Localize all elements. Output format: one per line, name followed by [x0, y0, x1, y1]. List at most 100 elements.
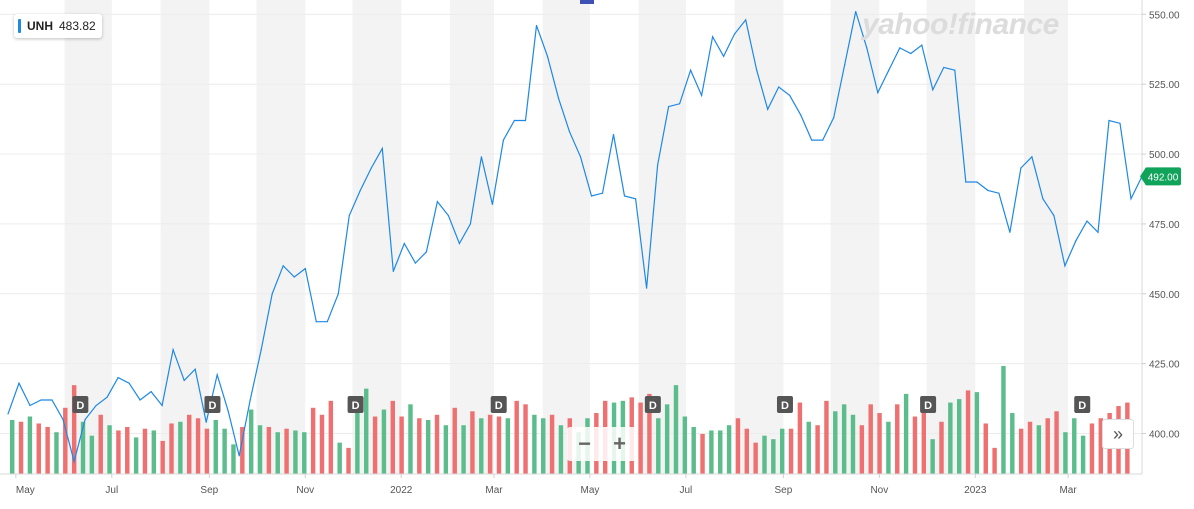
- price-point: [403, 242, 405, 245]
- price-point: [1097, 231, 1099, 233]
- x-tick-label: 2022: [390, 485, 413, 496]
- x-tick-label: Nov: [870, 485, 888, 496]
- dividend-label: D: [208, 400, 216, 412]
- price-point: [161, 404, 163, 407]
- price-point: [447, 214, 449, 217]
- dividend-marker[interactable]: D: [920, 396, 937, 413]
- dividend-marker[interactable]: D: [72, 396, 89, 413]
- volume-bar: [824, 400, 829, 474]
- dividend-label: D: [352, 400, 360, 412]
- volume-bar: [673, 385, 679, 474]
- price-point: [601, 192, 604, 194]
- price-point: [568, 131, 571, 133]
- dividend-marker[interactable]: D: [347, 396, 364, 413]
- volume-bar: [859, 425, 865, 474]
- volume-bar: [939, 421, 944, 474]
- volume-bar: [222, 428, 227, 474]
- volume-bar: [36, 423, 41, 474]
- month-band: [1024, 0, 1069, 474]
- price-point: [1009, 231, 1011, 233]
- volume-bar: [470, 411, 475, 474]
- volume-bar: [71, 385, 77, 474]
- volume-bar: [399, 416, 404, 474]
- price-point: [921, 44, 923, 46]
- x-tick-label: Mar: [1059, 485, 1077, 496]
- zoom-in-button[interactable]: +: [613, 431, 626, 456]
- price-point: [62, 418, 64, 421]
- price-point: [117, 376, 119, 379]
- volume-bar: [372, 416, 378, 474]
- price-point: [965, 181, 967, 183]
- volume-bar: [744, 428, 750, 474]
- volume-bar: [461, 425, 466, 474]
- expand-range-button[interactable]: »: [1102, 419, 1134, 449]
- price-point: [877, 91, 879, 94]
- volume-bar: [302, 432, 307, 474]
- price-point: [932, 89, 934, 91]
- price-point: [282, 265, 284, 267]
- dividend-label: D: [1078, 400, 1086, 412]
- volume-bar: [1098, 418, 1104, 474]
- volume-bar: [806, 421, 811, 474]
- price-point: [84, 418, 86, 421]
- volume-bar: [1018, 428, 1024, 474]
- range-handle[interactable]: [580, 0, 594, 4]
- volume-bar: [310, 407, 316, 474]
- volume-bar: [125, 426, 130, 474]
- price-point: [469, 223, 472, 225]
- dividend-marker[interactable]: D: [644, 396, 661, 413]
- volume-bar: [408, 404, 413, 474]
- price-point: [767, 108, 769, 110]
- dividend-badge: [776, 396, 793, 413]
- price-point: [337, 293, 339, 295]
- volume-bar: [514, 400, 519, 474]
- month-band: [830, 0, 880, 474]
- zoom-out-button[interactable]: −: [578, 431, 591, 456]
- dividend-badge: [1074, 396, 1091, 413]
- price-point: [51, 399, 53, 401]
- double-chevron-right-icon: »: [1112, 423, 1123, 444]
- price-point: [40, 399, 42, 401]
- volume-bar: [63, 407, 68, 474]
- zoom-controls: − +: [567, 427, 637, 461]
- price-point: [778, 86, 780, 88]
- x-tick-label: May: [16, 485, 35, 496]
- price-point: [139, 399, 141, 401]
- volume-bar: [417, 418, 422, 474]
- price-point: [623, 195, 626, 197]
- volume-bar: [735, 418, 741, 474]
- price-point: [756, 69, 758, 71]
- volume-bar: [718, 430, 723, 474]
- ticker-legend[interactable]: UNH 483.82: [14, 14, 102, 38]
- price-point: [789, 94, 791, 96]
- volume-bar: [45, 426, 50, 474]
- volume-bar: [1072, 418, 1077, 474]
- dividend-marker[interactable]: D: [776, 396, 793, 413]
- volume-bar: [390, 400, 395, 474]
- volume-bar: [364, 388, 369, 474]
- price-point: [491, 203, 494, 205]
- volume-bar: [204, 428, 210, 474]
- price-point: [95, 404, 97, 407]
- volume-bar: [965, 390, 971, 474]
- y-tick-label: 425.00: [1149, 360, 1180, 371]
- x-tick-label: Jul: [105, 485, 118, 496]
- volume-bar: [921, 407, 927, 474]
- price-point: [656, 164, 659, 166]
- price-point: [888, 69, 890, 71]
- price-point: [150, 390, 152, 393]
- price-point: [7, 413, 9, 415]
- volume-bar: [133, 437, 139, 474]
- volume-bar: [549, 414, 555, 474]
- volume-bar: [89, 435, 95, 474]
- volume-bar: [98, 414, 103, 474]
- dividend-marker[interactable]: D: [1074, 396, 1091, 413]
- dividend-marker[interactable]: D: [204, 396, 221, 413]
- dividend-marker[interactable]: D: [490, 396, 507, 413]
- volume-bar: [213, 420, 218, 474]
- price-point: [943, 66, 945, 69]
- volume-bar: [833, 411, 838, 474]
- price-point: [227, 410, 229, 412]
- volume-bar: [850, 414, 856, 474]
